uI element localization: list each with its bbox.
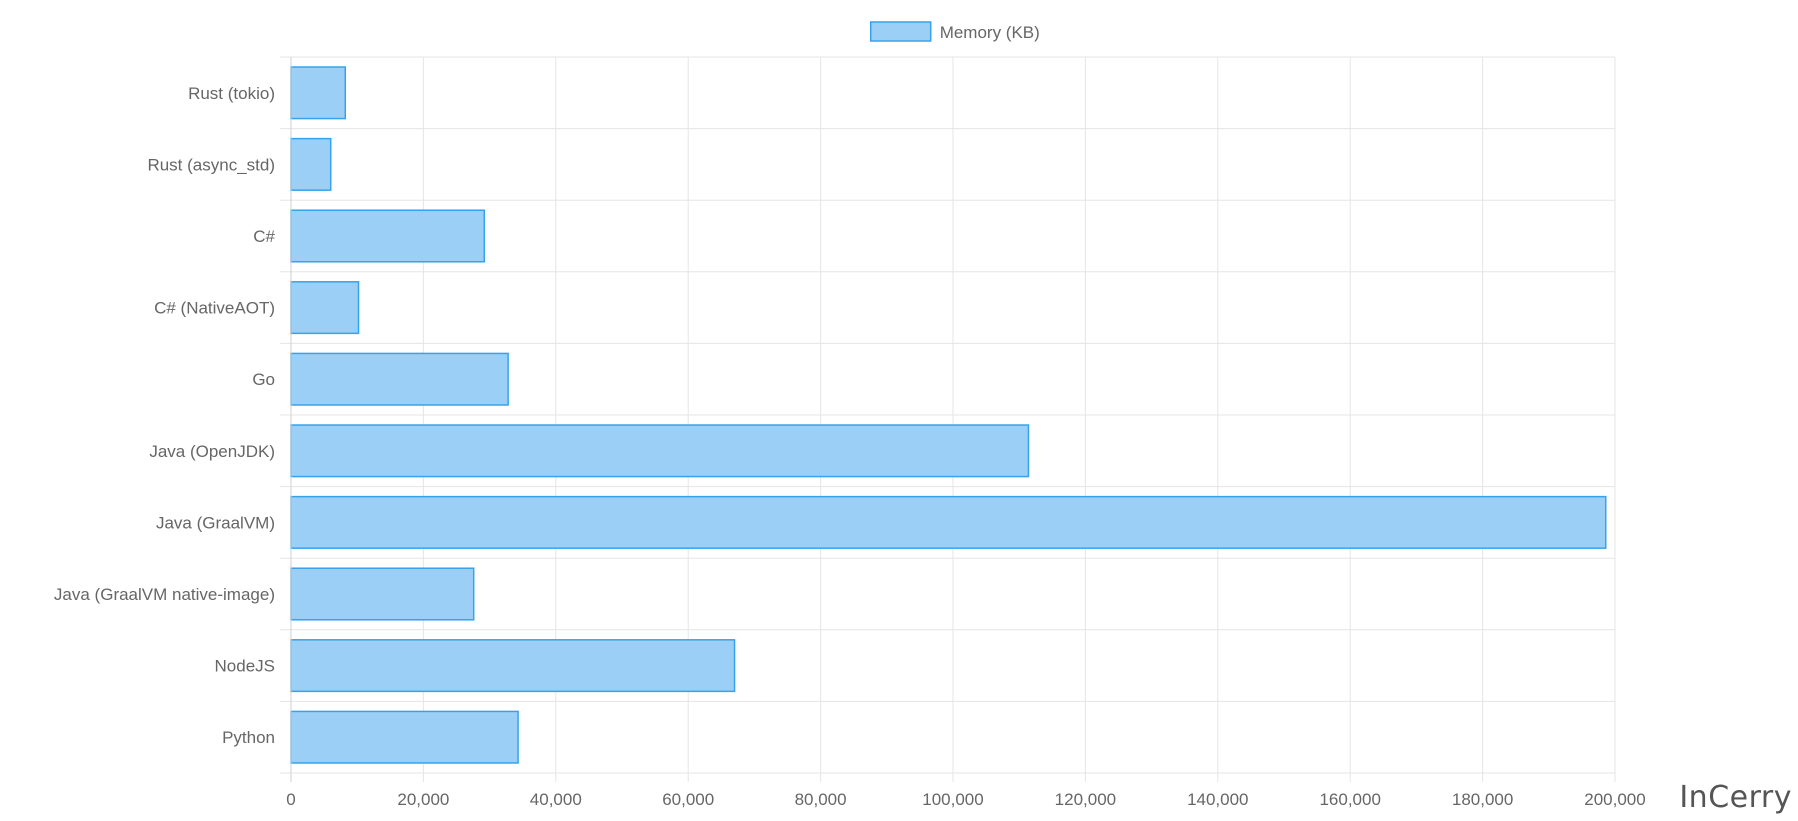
bar	[290, 567, 475, 621]
watermark: InCerry	[1679, 780, 1792, 815]
legend: Memory (KB)	[869, 21, 1040, 42]
category-label: Java (GraalVM native-image)	[54, 585, 275, 604]
x-tick-label: 140,000	[1187, 790, 1248, 809]
category-label: Rust (tokio)	[188, 84, 275, 103]
bar	[290, 639, 736, 693]
x-tick-label: 200,000	[1584, 790, 1645, 809]
legend-swatch	[869, 21, 932, 42]
bar	[290, 424, 1030, 478]
category-label: NodeJS	[215, 657, 275, 676]
bar	[290, 281, 360, 335]
bar	[290, 352, 509, 406]
bar	[290, 209, 486, 263]
bar	[290, 495, 1607, 549]
x-tick-label: 180,000	[1452, 790, 1513, 809]
legend-label: Memory (KB)	[940, 23, 1040, 42]
bar	[290, 710, 519, 764]
x-tick-label: 160,000	[1319, 790, 1380, 809]
x-tick-label: 80,000	[795, 790, 847, 809]
category-label: Java (GraalVM)	[156, 513, 275, 532]
category-label: Go	[252, 370, 275, 389]
bar	[290, 137, 332, 191]
bar	[290, 66, 347, 120]
x-tick-label: 40,000	[530, 790, 582, 809]
category-label: Python	[222, 728, 275, 747]
x-tick-label: 100,000	[922, 790, 983, 809]
x-tick-label: 120,000	[1055, 790, 1116, 809]
category-label: C#	[253, 227, 275, 246]
category-label: C# (NativeAOT)	[154, 299, 275, 318]
x-tick-label: 0	[286, 790, 295, 809]
category-label: Rust (async_std)	[147, 155, 275, 174]
x-tick-label: 60,000	[662, 790, 714, 809]
x-tick-label: 20,000	[397, 790, 449, 809]
category-label: Java (OpenJDK)	[149, 442, 275, 461]
